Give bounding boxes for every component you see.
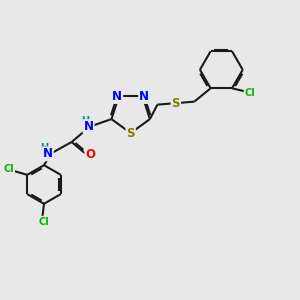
Text: N: N: [84, 120, 94, 133]
Text: Cl: Cl: [4, 164, 14, 174]
Text: O: O: [85, 148, 95, 161]
Text: Cl: Cl: [244, 88, 255, 98]
Text: H: H: [81, 116, 89, 126]
Text: N: N: [139, 90, 149, 103]
Text: H: H: [40, 143, 48, 153]
Text: S: S: [172, 97, 180, 110]
Text: Cl: Cl: [39, 217, 50, 226]
Text: S: S: [126, 127, 135, 140]
Text: N: N: [43, 147, 53, 161]
Text: N: N: [112, 90, 122, 103]
